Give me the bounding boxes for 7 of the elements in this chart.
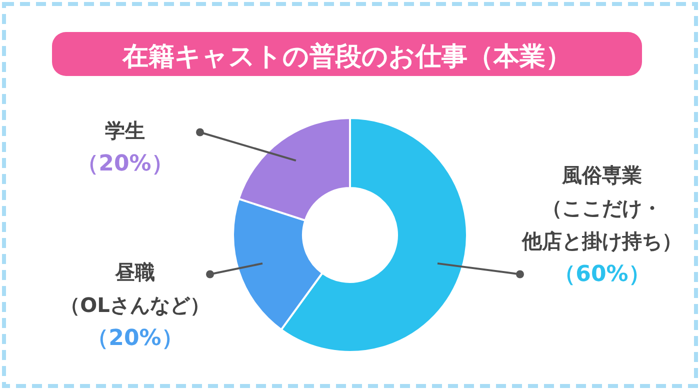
- data-label: （20%）: [86, 326, 184, 352]
- slice-label: 昼職（OLさんなど）: [60, 260, 210, 318]
- data-label: （20%）: [76, 151, 174, 176]
- slice-label: 風俗専業（ここだけ・他店と掛け持ち）: [521, 163, 682, 254]
- data-label: （60%）: [554, 262, 650, 288]
- slice-label: 学生: [105, 118, 145, 142]
- chart-title: 在籍キャストの普段のお仕事（本業）: [122, 41, 572, 72]
